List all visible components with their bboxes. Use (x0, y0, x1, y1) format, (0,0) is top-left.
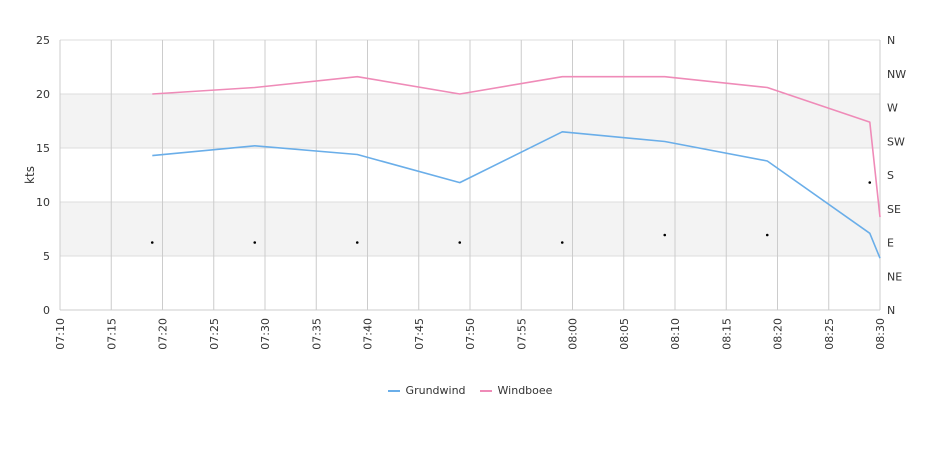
series-lines (152, 75, 881, 259)
direction-tick-label: S (887, 169, 894, 182)
x-tick-label: 08:30 (874, 318, 887, 350)
y-tick-label: 5 (43, 250, 50, 263)
y-tick-label: 25 (36, 34, 50, 47)
direction-tick-label: N (887, 34, 895, 47)
x-tick-label: 08:00 (567, 318, 580, 350)
y-axis-ticks: 0 5 10 15 20 25 (36, 34, 50, 317)
direction-point (355, 241, 359, 244)
y-tick-label: 10 (36, 196, 50, 209)
direction-tick-label: E (887, 237, 894, 250)
direction-tick-label: NW (887, 68, 906, 81)
x-tick-label: 07:30 (259, 318, 272, 350)
legend-swatch-windboee (479, 389, 492, 392)
grid-lines (59, 39, 881, 311)
direction-tick-label: SE (887, 203, 901, 216)
x-tick-label: 07:20 (157, 318, 170, 350)
direction-point (150, 241, 154, 244)
x-tick-label: 08:10 (669, 318, 682, 350)
legend-label-windboee: Windboee (497, 384, 553, 397)
direction-tick-label: N (887, 304, 895, 317)
series-line-windboee (152, 75, 881, 218)
direction-points (150, 181, 872, 244)
direction-point (253, 241, 257, 244)
legend-item-grundwind[interactable]: Grundwind (387, 384, 466, 397)
direction-point (868, 181, 872, 184)
direction-tick-label: W (887, 102, 898, 115)
x-tick-label: 08:20 (772, 318, 785, 350)
legend-label-grundwind: Grundwind (405, 384, 466, 397)
x-tick-label: 07:25 (208, 318, 221, 350)
x-tick-label: 07:50 (464, 318, 477, 350)
direction-point (458, 241, 462, 244)
x-tick-label: 08:15 (720, 318, 733, 350)
x-tick-label: 08:25 (823, 318, 836, 350)
y-tick-label: 15 (36, 142, 50, 155)
direction-point (560, 241, 564, 244)
x-tick-label: 07:15 (105, 318, 118, 350)
series-line-grundwind (152, 131, 881, 259)
x-tick-label: 07:45 (413, 318, 426, 350)
y-tick-label: 0 (43, 304, 50, 317)
direction-point (765, 233, 769, 237)
direction-tick-label: SW (887, 135, 905, 148)
x-tick-label: 07:35 (310, 318, 323, 350)
x-tick-label: 07:10 (54, 318, 67, 350)
legend-item-windboee[interactable]: Windboee (479, 384, 553, 397)
direction-point (663, 233, 667, 237)
x-tick-label: 07:40 (362, 318, 375, 350)
direction-axis-ticks: N NE E SE S SW W NW N (887, 34, 906, 317)
x-tick-label: 07:55 (515, 318, 528, 350)
y-tick-label: 20 (36, 88, 50, 101)
legend-swatch-grundwind (387, 389, 400, 392)
y-axis-label: kts (23, 166, 37, 184)
direction-tick-label: NE (887, 270, 902, 283)
legend: Grundwind Windboee (0, 384, 940, 397)
x-tick-label: 08:05 (618, 318, 631, 350)
x-axis-ticks: 07:10 07:15 07:20 07:25 07:30 07:35 07:40 07:45… (54, 318, 887, 350)
